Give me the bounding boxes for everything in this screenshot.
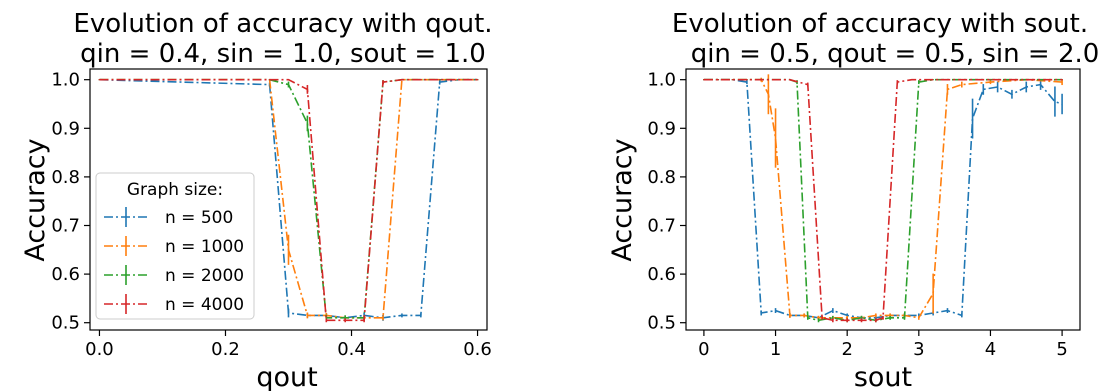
series-n-1000: [703, 74, 1063, 320]
chart-left-title-line1: Evolution of accuracy with qout.: [73, 9, 492, 39]
y-tick-label: 0.8: [51, 167, 80, 188]
y-tick-label: 0.9: [647, 118, 676, 139]
series-line: [703, 78, 1063, 322]
x-tick-label: 0.4: [337, 339, 366, 360]
legend: Graph size: n = 500 n = 1000 n = 2000 n = 4…: [95, 172, 255, 320]
series-n-4000: [703, 78, 1063, 323]
legend-label: n = 1000: [165, 237, 244, 257]
chart-left-title-line2: qin = 0.4, sin = 1.0, sout = 1.0: [80, 39, 486, 69]
x-tick-label: 0.2: [211, 339, 240, 360]
legend-label: n = 500: [165, 208, 233, 228]
legend-label: n = 4000: [165, 295, 244, 315]
x-tick-label: 2: [841, 339, 852, 360]
legend-item: n = 500: [104, 207, 233, 228]
y-tick-label: 0.5: [51, 313, 80, 334]
plot-frame: [685, 68, 1081, 331]
chart-right-plot-area: 0 1 2 3 4 5 0.5 0.6 0.7 0.8 0.9 1.0: [647, 68, 1081, 360]
x-tick-label: 0: [698, 339, 709, 360]
legend-label: n = 2000: [165, 266, 244, 286]
legend-box: [95, 172, 255, 320]
legend-item: n = 4000: [104, 294, 244, 315]
series-line: [703, 78, 1063, 322]
chart-left: Evolution of accuracy with qout. qin = 0…: [20, 9, 493, 391]
chart-right-title-line2: qin = 0.5, qout = 0.5, sin = 2.0: [691, 39, 1100, 69]
y-tick-label: 0.9: [51, 118, 80, 139]
chart-left-ylabel: Accuracy: [20, 138, 51, 261]
legend-item: n = 2000: [104, 265, 244, 286]
series-n-4000: [98, 78, 479, 323]
x-tick-label: 4: [985, 339, 996, 360]
plot-frame: [89, 68, 488, 331]
x-tick-label: 3: [913, 339, 924, 360]
chart-right-ylabel: Accuracy: [607, 138, 638, 261]
x-tick-label: 0.0: [85, 339, 114, 360]
y-tick-label: 0.6: [647, 264, 676, 285]
legend-items: n = 500 n = 1000 n = 2000 n = 4000: [104, 207, 244, 315]
y-tick-label: 1.0: [647, 70, 676, 91]
y-tick-label: 0.8: [647, 167, 676, 188]
legend-title: Graph size:: [127, 180, 223, 200]
y-tick-label: 0.7: [647, 216, 676, 237]
y-tick-label: 0.6: [51, 264, 80, 285]
series-line: [703, 78, 1063, 319]
x-tick-label: 5: [1056, 339, 1067, 360]
x-tick-label: 1: [770, 339, 781, 360]
x-tick-label: 0.6: [463, 339, 492, 360]
y-tick-label: 0.7: [51, 216, 80, 237]
chart-left-plot-area: 0.0 0.2 0.4 0.6 0.5 0.6 0.7 0.8 0.9 1.0: [51, 68, 492, 360]
series-n-500: [703, 78, 1063, 320]
chart-right: Evolution of accuracy with sout. qin = 0…: [607, 9, 1099, 391]
series-n-2000: [703, 78, 1063, 323]
y-tick-label: 1.0: [51, 70, 80, 91]
series-line: [703, 78, 1063, 319]
chart-right-title-line1: Evolution of accuracy with sout.: [672, 9, 1088, 39]
chart-right-xlabel: sout: [854, 362, 912, 391]
legend-item: n = 1000: [104, 236, 244, 257]
y-tick-label: 0.5: [647, 313, 676, 334]
chart-left-xlabel: qout: [256, 362, 317, 391]
